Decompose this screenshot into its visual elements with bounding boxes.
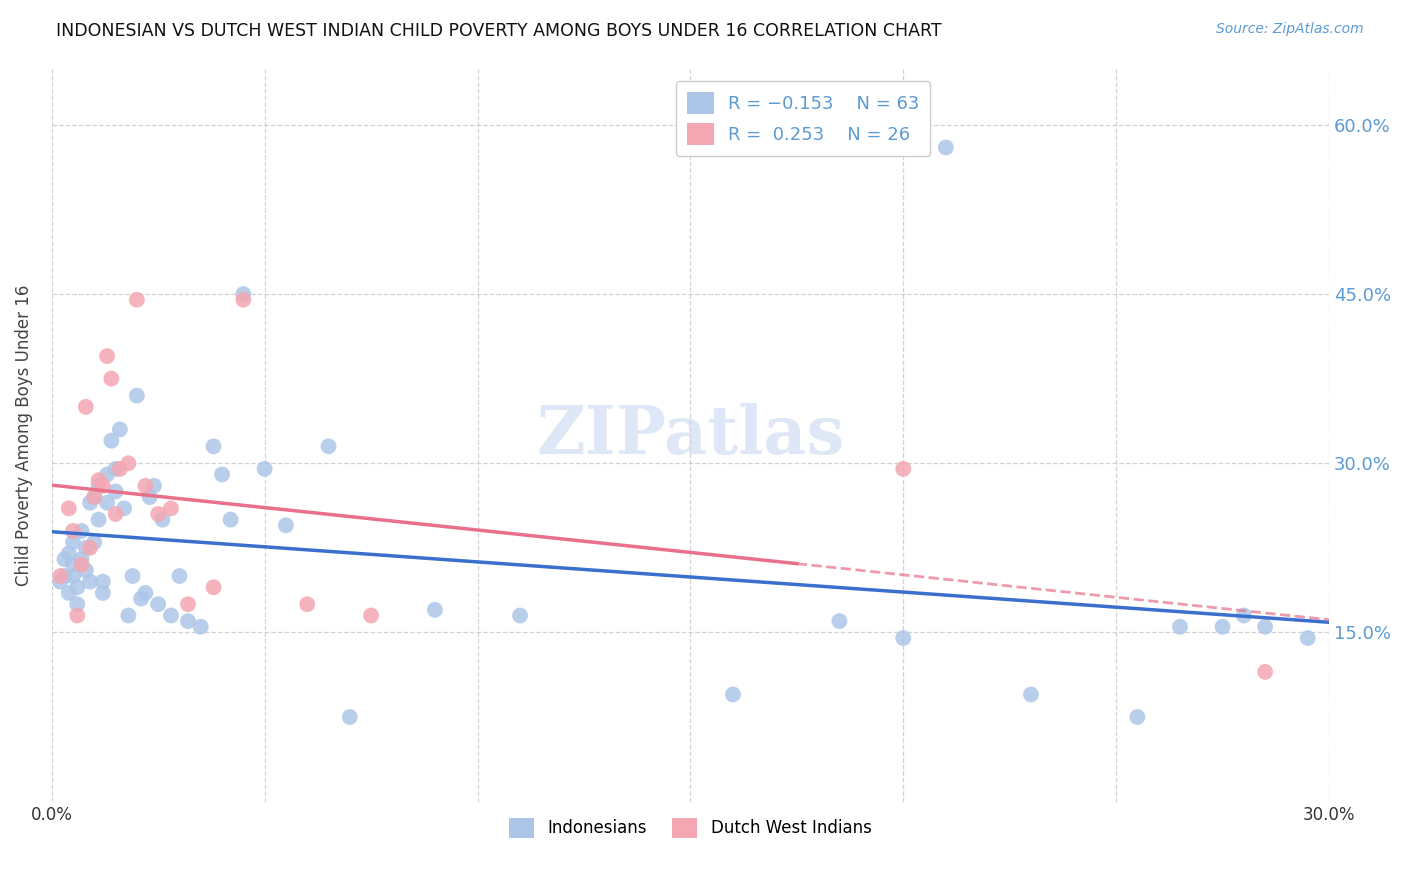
Point [53, 552, 76, 566]
Point [295, 597, 318, 611]
Point [202, 439, 225, 453]
Point [1254, 665, 1277, 679]
Point [70, 524, 93, 538]
Point [891, 462, 914, 476]
Point [232, 287, 254, 301]
Point [134, 479, 156, 493]
Point [66, 608, 89, 623]
Point [935, 140, 957, 154]
Point [121, 569, 143, 583]
Point [87, 513, 110, 527]
Point [62, 569, 84, 583]
Point [83, 490, 105, 504]
Point [1254, 620, 1277, 634]
Point [96, 349, 118, 363]
Point [1233, 608, 1256, 623]
Point [104, 462, 127, 476]
Point [891, 631, 914, 645]
Point [318, 439, 340, 453]
Point [96, 496, 118, 510]
Point [87, 479, 110, 493]
Point [219, 513, 242, 527]
Point [211, 467, 233, 482]
Point [232, 293, 254, 307]
Point [58, 586, 80, 600]
Point [96, 467, 118, 482]
Text: Source: ZipAtlas.com: Source: ZipAtlas.com [1216, 22, 1364, 37]
Point [66, 580, 89, 594]
Text: INDONESIAN VS DUTCH WEST INDIAN CHILD POVERTY AMONG BOYS UNDER 16 CORRELATION CH: INDONESIAN VS DUTCH WEST INDIAN CHILD PO… [56, 22, 942, 40]
Point [190, 620, 212, 634]
Legend: Indonesians, Dutch West Indians: Indonesians, Dutch West Indians [503, 811, 879, 845]
Point [79, 496, 101, 510]
Point [108, 422, 131, 436]
Point [253, 462, 276, 476]
Y-axis label: Child Poverty Among Boys Under 16: Child Poverty Among Boys Under 16 [15, 285, 32, 586]
Point [1126, 710, 1149, 724]
Point [62, 535, 84, 549]
Point [152, 513, 174, 527]
Point [138, 490, 160, 504]
Point [108, 462, 131, 476]
Point [1212, 620, 1234, 634]
Point [79, 541, 101, 555]
Point [112, 501, 135, 516]
Point [177, 597, 200, 611]
Point [339, 710, 361, 724]
Point [49, 574, 72, 589]
Point [70, 558, 93, 572]
Point [117, 456, 139, 470]
Point [75, 541, 97, 555]
Point [148, 507, 170, 521]
Point [423, 603, 446, 617]
Point [62, 524, 84, 538]
Point [100, 434, 122, 448]
Point [62, 558, 84, 572]
Point [91, 586, 114, 600]
Point [274, 518, 297, 533]
Point [104, 507, 127, 521]
Point [125, 388, 148, 402]
Point [509, 608, 531, 623]
Point [66, 597, 89, 611]
Point [83, 490, 105, 504]
Point [148, 597, 170, 611]
Point [91, 574, 114, 589]
Point [70, 552, 93, 566]
Point [53, 569, 76, 583]
Point [177, 614, 200, 628]
Point [129, 591, 152, 606]
Point [125, 293, 148, 307]
Point [828, 614, 851, 628]
Point [117, 608, 139, 623]
Point [75, 563, 97, 577]
Point [1168, 620, 1191, 634]
Point [75, 400, 97, 414]
Point [104, 484, 127, 499]
Point [202, 580, 225, 594]
Point [134, 586, 156, 600]
Point [87, 473, 110, 487]
Point [1019, 688, 1042, 702]
Point [160, 501, 183, 516]
Point [160, 608, 183, 623]
Text: ZIPatlas: ZIPatlas [536, 402, 845, 467]
Point [360, 608, 382, 623]
Point [100, 372, 122, 386]
Point [83, 535, 105, 549]
Point [58, 546, 80, 560]
Point [49, 569, 72, 583]
Point [142, 479, 165, 493]
Point [169, 569, 191, 583]
Point [58, 501, 80, 516]
Point [91, 479, 114, 493]
Point [721, 688, 744, 702]
Point [79, 574, 101, 589]
Point [1296, 631, 1319, 645]
